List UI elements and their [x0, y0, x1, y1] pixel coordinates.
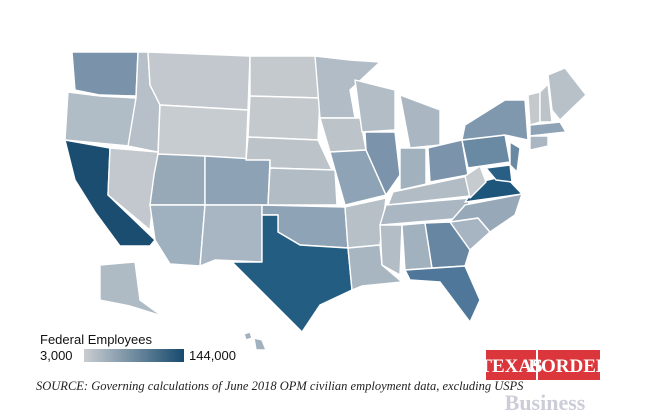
logo-word: TEXAS: [479, 356, 542, 377]
state-shape: [204, 155, 271, 206]
logo-word: Business: [505, 390, 586, 414]
state-shape: [547, 67, 587, 121]
state-shape: [404, 265, 481, 323]
state-shape: [107, 147, 159, 231]
legend-gradient: [84, 349, 184, 362]
state-shape: [509, 141, 521, 173]
state-shape: [243, 331, 253, 341]
state-shape: [379, 224, 403, 276]
legend-min-label: 3,000: [40, 348, 73, 363]
state-shape: [249, 55, 321, 99]
state-shape: [529, 121, 567, 137]
state-shape: [71, 51, 139, 97]
state-shape: [347, 244, 403, 291]
legend-title: Federal Employees: [40, 332, 152, 347]
state-shape: [529, 135, 549, 151]
state-shape: [461, 134, 511, 169]
state-shape: [461, 99, 529, 141]
state-shape: [399, 94, 441, 149]
logo-box: [538, 350, 600, 380]
source-note: SOURCE: Governing calculations of June 2…: [36, 379, 524, 393]
state-shape: [247, 95, 321, 141]
state-shape: [231, 214, 353, 333]
state-shape: [253, 337, 267, 351]
state-shape: [344, 197, 387, 249]
state-shape: [147, 51, 251, 111]
state-shape: [399, 147, 427, 191]
state-shape: [527, 91, 541, 126]
state-shape: [319, 117, 367, 153]
state-shape: [424, 221, 471, 269]
state-shape: [427, 139, 469, 183]
state-shape: [157, 104, 249, 161]
state-shape: [485, 164, 513, 183]
state-shape: [149, 153, 206, 206]
state-shape: [64, 91, 137, 147]
state-shape: [99, 261, 163, 317]
us-map: [64, 51, 587, 351]
state-shape: [149, 204, 206, 267]
state-shape: [364, 131, 401, 196]
state-shape: [199, 204, 263, 267]
logo: TEXAS BORDER Business: [479, 350, 610, 414]
state-shape: [539, 83, 553, 123]
logo-word: BORDER: [528, 356, 610, 377]
state-shape: [267, 167, 338, 206]
state-shape: [464, 165, 487, 199]
legend-max-label: 144,000: [189, 348, 236, 363]
state-shape: [354, 79, 396, 133]
logo-box: [486, 350, 536, 380]
